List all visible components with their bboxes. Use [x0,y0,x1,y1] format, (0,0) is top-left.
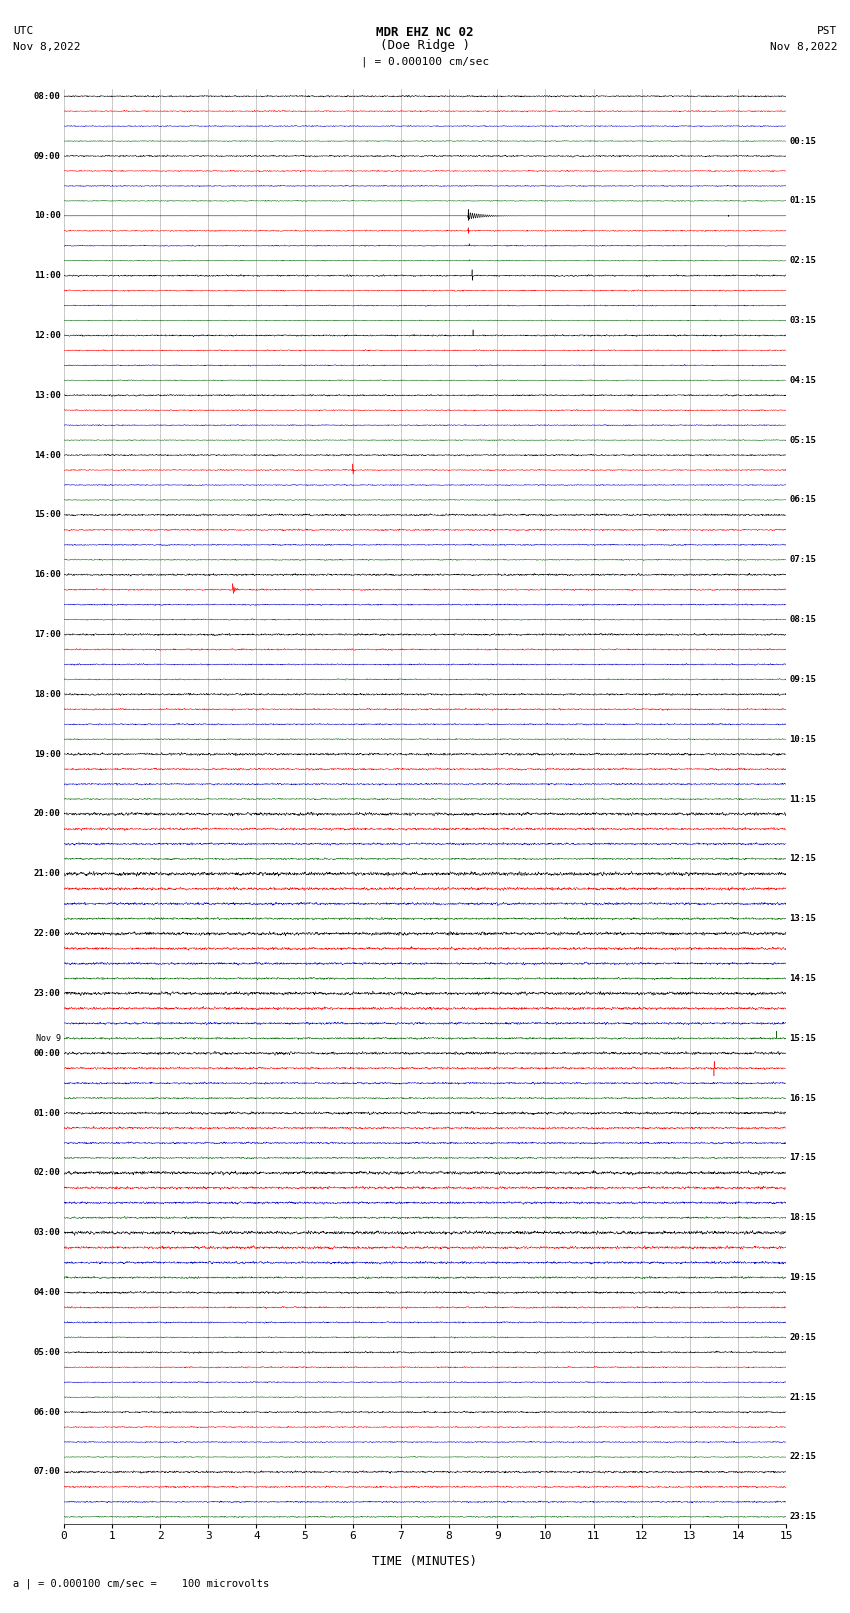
Text: 06:15: 06:15 [789,495,816,505]
Text: 10:00: 10:00 [34,211,61,221]
Text: 19:15: 19:15 [789,1273,816,1282]
Text: 13:15: 13:15 [789,915,816,923]
Text: 23:15: 23:15 [789,1513,816,1521]
Text: 21:15: 21:15 [789,1392,816,1402]
Text: (Doe Ridge ): (Doe Ridge ) [380,39,470,52]
Text: 02:15: 02:15 [789,256,816,265]
Text: 18:00: 18:00 [34,690,61,698]
Text: TIME (MINUTES): TIME (MINUTES) [372,1555,478,1568]
Text: PST: PST [817,26,837,35]
Text: 14:00: 14:00 [34,450,61,460]
Text: 20:15: 20:15 [789,1332,816,1342]
Text: 04:15: 04:15 [789,376,816,386]
Text: 04:00: 04:00 [34,1289,61,1297]
Text: 06:00: 06:00 [34,1408,61,1416]
Text: MDR EHZ NC 02: MDR EHZ NC 02 [377,26,473,39]
Text: | = 0.000100 cm/sec: | = 0.000100 cm/sec [361,56,489,66]
Text: Nov 8,2022: Nov 8,2022 [770,42,837,52]
Text: 12:15: 12:15 [789,855,816,863]
Text: 13:00: 13:00 [34,390,61,400]
Text: 11:15: 11:15 [789,795,816,803]
Text: 22:15: 22:15 [789,1452,816,1461]
Text: 08:15: 08:15 [789,615,816,624]
Text: 21:00: 21:00 [34,869,61,879]
Text: 17:00: 17:00 [34,631,61,639]
Text: 08:00: 08:00 [34,92,61,100]
Text: 23:00: 23:00 [34,989,61,998]
Text: 14:15: 14:15 [789,974,816,982]
Text: 11:00: 11:00 [34,271,61,281]
Text: Nov 8,2022: Nov 8,2022 [13,42,80,52]
Text: 16:00: 16:00 [34,571,61,579]
Text: 15:15: 15:15 [789,1034,816,1042]
Text: 01:00: 01:00 [34,1108,61,1118]
Text: 22:00: 22:00 [34,929,61,939]
Text: 02:00: 02:00 [34,1168,61,1177]
Text: a | = 0.000100 cm/sec =    100 microvolts: a | = 0.000100 cm/sec = 100 microvolts [13,1579,269,1589]
Text: 09:15: 09:15 [789,674,816,684]
Text: 05:00: 05:00 [34,1348,61,1357]
Text: 01:15: 01:15 [789,197,816,205]
Text: 12:00: 12:00 [34,331,61,340]
Text: 07:00: 07:00 [34,1468,61,1476]
Text: 03:00: 03:00 [34,1227,61,1237]
Text: 09:00: 09:00 [34,152,61,161]
Text: 20:00: 20:00 [34,810,61,818]
Text: 00:00: 00:00 [34,1048,61,1058]
Text: Nov 9: Nov 9 [36,1034,61,1042]
Text: 19:00: 19:00 [34,750,61,758]
Text: 18:15: 18:15 [789,1213,816,1223]
Text: 16:15: 16:15 [789,1094,816,1103]
Text: 05:15: 05:15 [789,436,816,445]
Text: UTC: UTC [13,26,33,35]
Text: 15:00: 15:00 [34,510,61,519]
Text: 00:15: 00:15 [789,137,816,145]
Text: 07:15: 07:15 [789,555,816,565]
Text: 10:15: 10:15 [789,734,816,744]
Text: 17:15: 17:15 [789,1153,816,1163]
Text: 03:15: 03:15 [789,316,816,324]
